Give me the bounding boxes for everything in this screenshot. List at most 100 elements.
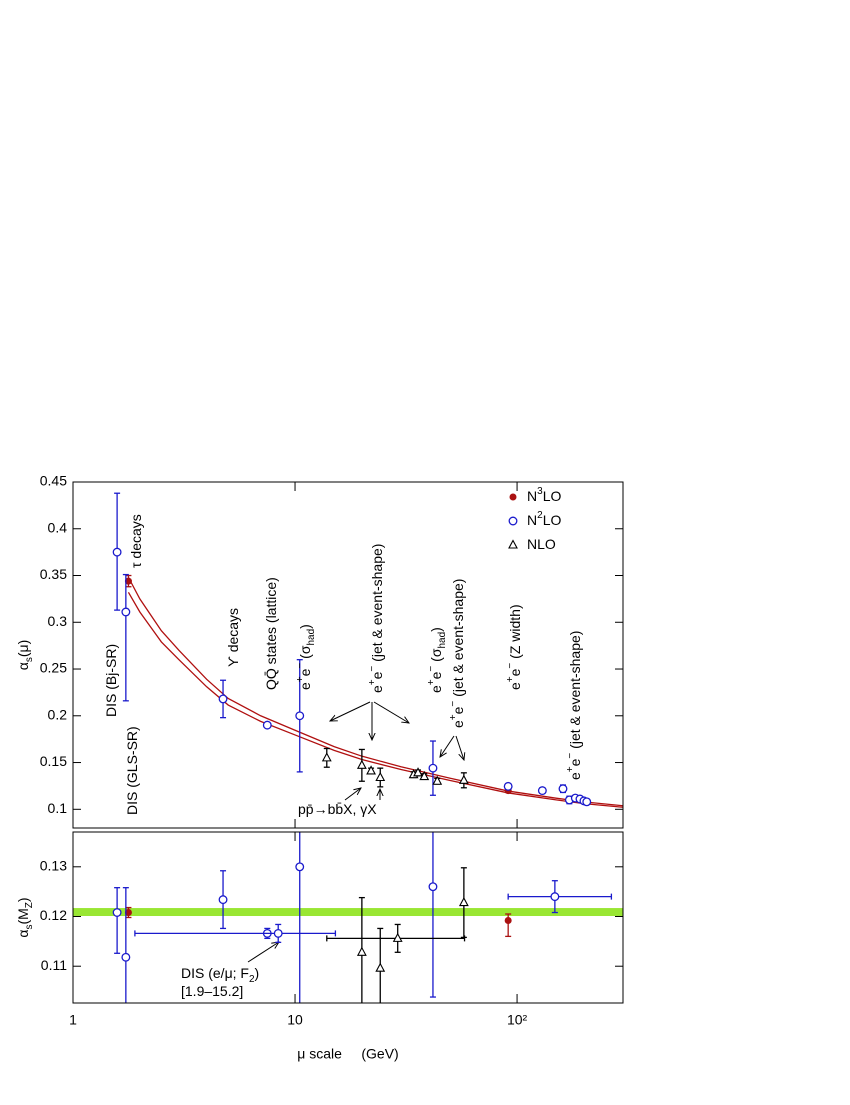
legend-label: NLO	[527, 536, 556, 552]
text-piece: +	[505, 676, 516, 682]
text-piece: DIS (GLS-SR)	[124, 726, 140, 815]
text-piece: )	[297, 624, 313, 629]
text-piece: α	[15, 662, 31, 670]
point	[321, 752, 332, 762]
point	[124, 909, 132, 917]
point	[218, 895, 228, 905]
arrow	[455, 735, 464, 760]
annotation: e+e− (σhad)	[295, 624, 317, 690]
text-piece: e	[369, 671, 385, 679]
point	[504, 916, 512, 924]
point	[366, 765, 376, 775]
text-piece: e	[507, 682, 523, 690]
point	[537, 786, 547, 796]
text-piece: e	[450, 720, 466, 728]
text-piece: +	[367, 679, 378, 685]
text-piece: s	[24, 657, 35, 662]
y-axis-label: αs(μ)	[15, 640, 35, 670]
annotation: DIS (GLS-SR)	[124, 726, 140, 815]
annotation: τ decays	[128, 514, 144, 568]
annotation: DIS (Bj-SR)	[103, 644, 119, 717]
point	[375, 771, 386, 782]
point	[295, 711, 305, 721]
x-tick-label: 1	[69, 1012, 77, 1028]
text-piece: (jet & event-shape)	[450, 579, 466, 701]
text-piece: −	[565, 753, 576, 759]
point	[356, 759, 367, 769]
text-piece: −	[426, 666, 437, 672]
text-piece: e	[297, 668, 313, 676]
y-tick-label: 0.4	[48, 519, 68, 535]
legend-label: N2LO	[527, 510, 561, 528]
text-piece: +	[295, 676, 306, 682]
point	[428, 763, 438, 773]
point	[458, 896, 469, 907]
text-piece: (jet & event-shape)	[369, 544, 385, 666]
y-tick-label: 0.35	[40, 566, 67, 582]
y-axis-label: αs(MZ)	[15, 897, 35, 937]
text-piece: −	[295, 663, 306, 669]
annotation: [1.9–15.2]	[181, 983, 243, 999]
plot-frame	[72, 481, 624, 829]
text-piece: 3	[537, 486, 543, 497]
text-piece: e	[567, 758, 583, 766]
arrow	[344, 788, 361, 801]
point	[262, 720, 272, 730]
point	[121, 952, 131, 962]
text-piece: QQ̄ states (lattice)	[263, 577, 279, 690]
text-piece: (jet & event-shape)	[567, 631, 583, 753]
point	[432, 775, 443, 785]
text-piece: ϒ decays	[225, 608, 241, 667]
point	[273, 928, 283, 938]
annotation: pp̄→bb̄X, γX	[298, 801, 377, 817]
text-piece: )	[15, 897, 31, 902]
text-piece: 2	[537, 510, 543, 521]
text-piece: Z	[24, 902, 35, 908]
text-piece: e	[428, 685, 444, 693]
point	[558, 784, 568, 794]
text-piece: NLO	[527, 536, 556, 552]
y-tick-label: 0.45	[40, 473, 67, 489]
y-tick-label: 0.15	[40, 753, 67, 769]
y-tick-label: 0.2	[48, 706, 68, 722]
plot-area	[112, 492, 623, 808]
text-piece: e	[567, 772, 583, 780]
point	[112, 547, 122, 557]
y-tick-label: 0.13	[40, 857, 67, 873]
annotation: ϒ decays	[225, 608, 241, 667]
text-piece: (σ	[428, 648, 444, 666]
point	[124, 577, 132, 585]
running-band-edge	[127, 592, 623, 808]
point	[356, 946, 367, 956]
y-tick-label: 0.12	[40, 907, 67, 923]
text-piece: s	[24, 925, 35, 930]
text-piece: (M	[15, 908, 31, 924]
text-piece: pp̄→bb̄X, γX	[298, 801, 377, 817]
text-piece: e	[428, 671, 444, 679]
annotation: e+e− (σhad)	[426, 627, 448, 693]
point	[112, 908, 122, 917]
annotation: QQ̄ states (lattice)	[263, 577, 279, 690]
text-piece: DIS (Bj-SR)	[103, 644, 119, 717]
text-piece: )	[255, 965, 260, 981]
text-piece: had	[306, 629, 317, 646]
x-tick-label: 10	[287, 1012, 303, 1028]
text-piece: N	[527, 488, 537, 504]
point	[458, 774, 469, 784]
annotation: DIS (e/μ; F2)	[181, 965, 259, 985]
y-tick-label: 0.3	[48, 613, 68, 629]
point	[413, 767, 423, 777]
text-piece: had	[437, 632, 448, 649]
text-piece: −	[448, 701, 459, 707]
point	[582, 797, 592, 807]
point	[392, 932, 403, 942]
y-tick-label: 0.1	[48, 800, 68, 816]
text-piece: (σ	[297, 645, 313, 663]
annotation: e+e− (jet & event-shape)	[565, 631, 583, 780]
y-tick-label: 0.25	[40, 660, 67, 676]
text-piece: −	[367, 666, 378, 672]
point	[428, 882, 438, 892]
point	[503, 781, 513, 791]
x-tick-label: 10²	[507, 1012, 528, 1028]
text-piece: +	[426, 679, 437, 685]
